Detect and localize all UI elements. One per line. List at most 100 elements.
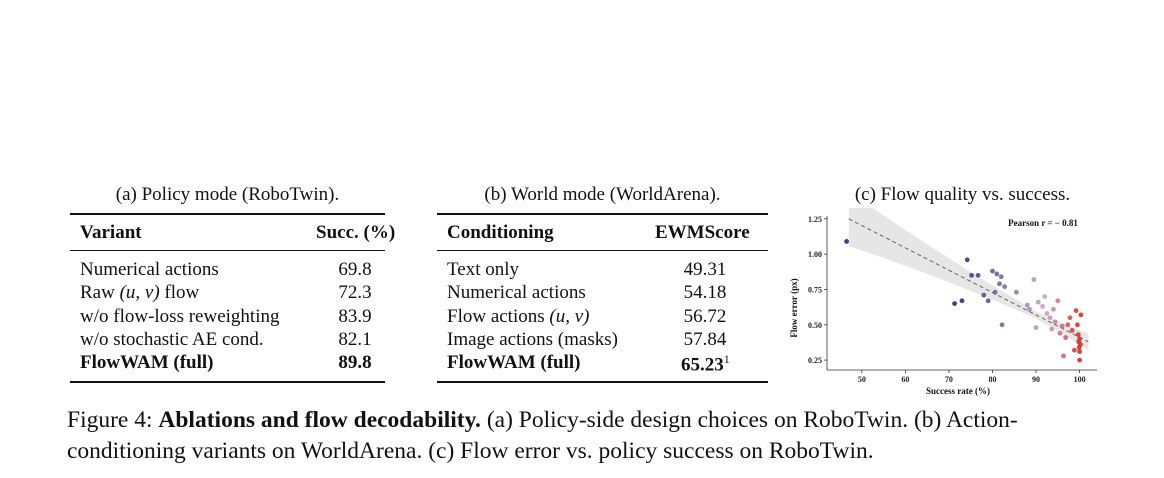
data-point [964,257,970,263]
y-tick-label: 1.00 [808,250,822,259]
table-b-header-conditioning: Conditioning [447,222,554,243]
data-point [1078,312,1084,318]
figure-caption: Figure 4: Ablations and flow decodabilit… [67,405,1107,467]
data-point [997,281,1002,287]
table-a-row-label: FlowWAM (full) [80,352,214,373]
data-point [959,298,965,304]
data-point [1033,325,1039,331]
table-b-bottom-rule [437,381,768,383]
data-point [1002,284,1008,290]
chart-caption: (c) Flow quality vs. success. [854,184,1071,205]
table-a-mid-rule [70,250,385,251]
y-axis-label: Flow error (px) [789,278,799,337]
figure-caption-lead: Ablations and flow decodability. [158,407,481,433]
table-b-row-value: 54.18 [683,282,727,303]
x-tick-label: 100 [1074,375,1086,384]
data-point [1044,311,1050,316]
footnote-marker: 1 [723,352,730,366]
table-a-row-value: 82.1 [338,329,372,350]
data-point [1063,335,1069,340]
data-point [1067,315,1073,321]
table-a-caption: (a) Policy mode (RoboTwin). [115,184,340,205]
table-a-row-label: w/o flow-loss reweighting [80,306,280,327]
y-tick-label: 0.50 [808,321,822,330]
table-a-top-rule [70,213,385,215]
data-point [1075,332,1081,338]
x-tick-label: 70 [945,375,953,384]
data-point [844,239,849,244]
data-point [1027,306,1032,312]
data-point [990,268,995,274]
table-b-caption: (b) World mode (WorldArena). [484,184,721,205]
pearson-annotation: Pearson r = − 0.81 [1008,218,1078,228]
confidence-band [848,208,1089,350]
data-point [1049,326,1055,332]
data-point [1071,347,1077,353]
data-point [1057,330,1063,336]
table-b-row-value: 56.72 [683,306,727,327]
table-b-row-label: Image actions (masks) [447,329,618,350]
table-b-top-rule [437,213,768,215]
x-tick-label: 50 [858,375,866,384]
data-point [1055,298,1061,304]
y-tick-label: 0.25 [808,356,822,365]
data-point [981,292,987,298]
data-point [1059,323,1065,329]
data-point [1052,319,1058,325]
table-a-row-value: 69.8 [338,259,372,280]
data-point [1024,302,1030,308]
table-a-row-label: Raw (u, v) flow [80,282,200,303]
data-point [1051,306,1056,312]
data-point [1040,304,1045,309]
data-point [985,298,991,304]
table-b-mid-rule [437,250,768,251]
table-b-row-value: 65.231 [681,352,730,376]
data-point [1078,342,1083,347]
table-a-header-variant: Variant [80,222,142,243]
table-b-row-label: FlowWAM (full) [447,352,581,373]
table-a-header-succ: Succ. (%) [316,222,396,243]
table-a-row-label: w/o stochastic AE cond. [80,329,264,350]
table-a-row-value: 72.3 [338,282,372,303]
table-b-row-label: Text only [447,259,520,280]
data-point [1014,289,1019,295]
data-point [1069,328,1075,333]
data-point [998,274,1004,280]
data-point [952,301,957,306]
x-tick-label: 80 [988,375,996,384]
data-point [1077,357,1082,363]
data-point [1042,294,1048,299]
figure-caption-body: (a) Policy-side design choices on RoboTw… [67,407,1018,464]
table-b-row-label: Numerical actions [447,282,586,303]
table-a-row-value: 83.9 [338,306,372,327]
x-tick-label: 90 [1032,375,1040,384]
data-point [1061,353,1066,359]
table-a-row-value: 89.8 [338,352,372,373]
data-point [1073,308,1079,314]
data-point [1047,315,1053,321]
data-point [969,272,974,278]
data-point [1077,336,1082,342]
x-tick-label: 60 [901,375,909,384]
table-b-row-value: 49.31 [683,259,727,280]
table-b-row-label: Flow actions (u, v) [447,306,590,327]
y-tick-label: 0.75 [808,285,822,294]
table-a-row-label: Numerical actions [80,259,219,280]
data-point [1035,299,1041,305]
table-a-bottom-rule [70,381,385,383]
figure-label: Figure 4: [67,407,153,433]
data-point [999,322,1005,328]
data-point [1075,322,1080,328]
table-b-header-ewmscore: EWMScore [655,222,750,243]
data-point [975,272,981,278]
data-point [992,289,998,295]
data-point [1077,349,1082,355]
x-axis-label: Success rate (%) [926,386,990,396]
y-tick-label: 1.25 [808,215,822,224]
data-point [1065,322,1071,328]
table-b-row-value: 57.84 [683,329,727,350]
data-point [1031,277,1037,282]
data-point [994,271,1000,277]
scatter-plot: 50 60 70 80 90 100 0.25 0.50 0.75 1.00 1.25 Pearso… [789,208,1097,396]
regression-line [848,218,1089,343]
